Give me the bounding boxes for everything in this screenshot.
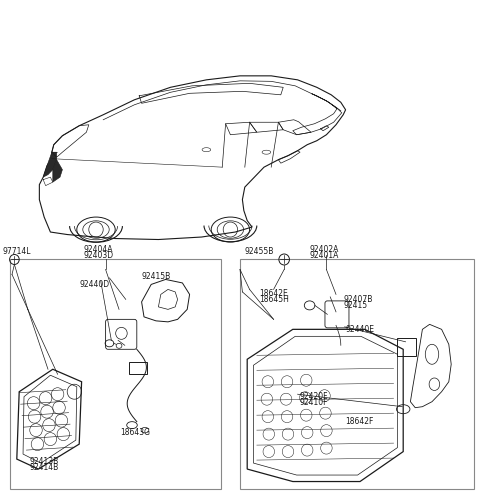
Text: 92440D: 92440D (79, 280, 109, 289)
Bar (397, 338, 416, 356)
Text: 92401A: 92401A (310, 251, 339, 260)
Polygon shape (53, 160, 62, 182)
Text: 92407B: 92407B (343, 295, 372, 304)
Text: 92403D: 92403D (84, 251, 114, 260)
Polygon shape (43, 152, 57, 177)
Text: 18643G: 18643G (120, 428, 150, 437)
Bar (240, 259, 474, 489)
Text: 92455B: 92455B (245, 248, 274, 256)
Text: 92410F: 92410F (300, 398, 328, 407)
Text: 92414B: 92414B (30, 463, 59, 472)
Text: 92415: 92415 (343, 301, 367, 310)
Text: 18642E: 18642E (259, 289, 288, 298)
Text: 92440E: 92440E (346, 325, 374, 334)
Text: 92415B: 92415B (142, 272, 171, 281)
Text: 18645H: 18645H (259, 295, 289, 304)
Text: 92413B: 92413B (30, 457, 59, 466)
Text: 18642F: 18642F (346, 417, 374, 426)
Bar (10, 259, 221, 489)
Text: 97714L: 97714L (2, 248, 31, 256)
Text: 92420F: 92420F (300, 392, 328, 401)
Text: 92402A: 92402A (310, 245, 339, 254)
Text: 92404A: 92404A (84, 245, 113, 254)
Bar (129, 362, 147, 374)
